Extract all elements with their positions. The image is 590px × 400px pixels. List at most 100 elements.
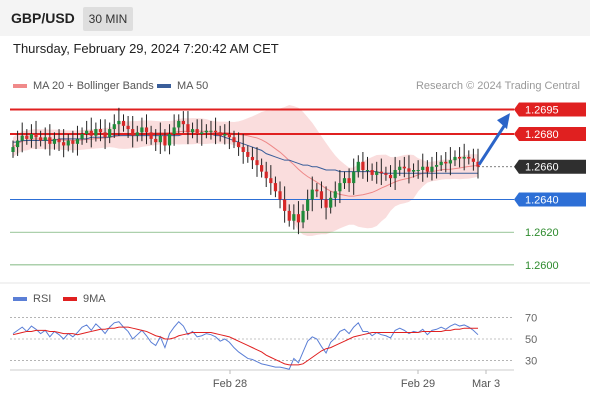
ma20-line <box>12 130 479 197</box>
candle-body <box>365 170 370 171</box>
rsi-tick-label: 30 <box>525 356 537 368</box>
candle-body <box>457 156 462 159</box>
candle-body <box>181 120 185 125</box>
candle <box>177 114 181 134</box>
candle-body <box>310 189 314 200</box>
candle-body <box>167 134 172 146</box>
candle <box>411 163 416 178</box>
candle-body <box>172 127 176 134</box>
candle-body <box>269 178 273 184</box>
candle-body <box>384 173 388 175</box>
level-tag <box>514 192 586 207</box>
candle-body <box>204 130 208 133</box>
legend-swatch <box>13 84 27 88</box>
candle <box>457 147 462 168</box>
candle-body <box>352 171 356 184</box>
candle-body <box>255 160 259 166</box>
candle <box>121 114 126 132</box>
candle-body <box>260 165 264 172</box>
candle-body <box>232 137 236 143</box>
candle-body <box>241 147 245 152</box>
candle <box>365 156 370 182</box>
candle-body <box>444 161 448 164</box>
candle <box>140 117 144 142</box>
bollinger-band <box>13 105 478 237</box>
candle <box>149 125 153 145</box>
legend-label: RSI <box>33 293 52 305</box>
candle-body <box>117 120 121 125</box>
level-label: 1.2695 <box>525 104 559 116</box>
candle <box>89 117 93 148</box>
candle <box>407 155 411 184</box>
chart-header: GBP/USD 30 MIN <box>0 0 590 36</box>
candle-body <box>112 124 116 130</box>
candle <box>144 114 149 145</box>
candle-body <box>319 191 324 200</box>
candle <box>315 183 319 198</box>
candle <box>255 147 259 177</box>
candle-body <box>467 156 471 159</box>
level-1-2600: 1.2600 <box>10 260 559 272</box>
legend-label: MA 20 + Bollinger Bands <box>33 80 154 92</box>
candle <box>425 160 429 178</box>
level-label: 1.2660 <box>525 162 559 174</box>
candle <box>388 165 393 188</box>
candle <box>48 124 52 156</box>
candle <box>227 120 231 150</box>
candle-body <box>20 135 24 141</box>
legend-swatch <box>13 297 27 301</box>
candle-body <box>324 199 328 208</box>
candle-body <box>342 178 347 184</box>
candle-body <box>62 142 66 146</box>
candle-body <box>278 191 282 200</box>
candle <box>232 130 236 149</box>
timeframe-badge[interactable]: 30 MIN <box>83 7 133 31</box>
candle-body <box>407 168 411 172</box>
candle <box>218 125 222 142</box>
candle <box>324 186 328 220</box>
candle-body <box>476 161 480 167</box>
candle <box>301 204 305 229</box>
candle-body <box>264 171 268 179</box>
candle <box>43 127 47 150</box>
candle-body <box>135 132 139 136</box>
candle-body <box>186 124 190 133</box>
candle-body <box>287 210 291 221</box>
candle-body <box>375 171 379 175</box>
candle-body <box>131 129 135 136</box>
candle-body <box>416 170 420 171</box>
candle <box>131 116 135 148</box>
candle <box>25 129 29 145</box>
candle <box>453 150 457 167</box>
candle <box>71 130 75 153</box>
candle <box>103 119 107 150</box>
candle <box>236 132 241 156</box>
legend-swatch <box>157 84 171 88</box>
candle <box>195 119 199 143</box>
candle <box>398 160 402 176</box>
candle <box>39 130 43 147</box>
level-1-2660: 1.2660 <box>478 159 586 174</box>
candle <box>20 122 24 153</box>
candle <box>361 152 365 179</box>
candle <box>200 119 204 146</box>
candle-body <box>223 134 227 136</box>
candle <box>135 125 139 142</box>
x-tick-label: Feb 28 <box>213 378 247 390</box>
candle <box>250 147 255 170</box>
candle <box>11 140 15 158</box>
candle <box>292 204 296 230</box>
level-1-2640: 1.2640 <box>10 192 586 207</box>
candle <box>246 145 250 163</box>
candle <box>223 124 227 145</box>
candle <box>278 181 282 209</box>
candle-body <box>195 129 199 134</box>
candle-body <box>218 132 222 136</box>
candle <box>172 114 176 146</box>
candle <box>108 122 112 144</box>
candle-body <box>296 214 301 223</box>
candles <box>11 107 480 235</box>
candle <box>209 120 213 140</box>
candle <box>204 124 208 139</box>
candle <box>379 158 383 186</box>
